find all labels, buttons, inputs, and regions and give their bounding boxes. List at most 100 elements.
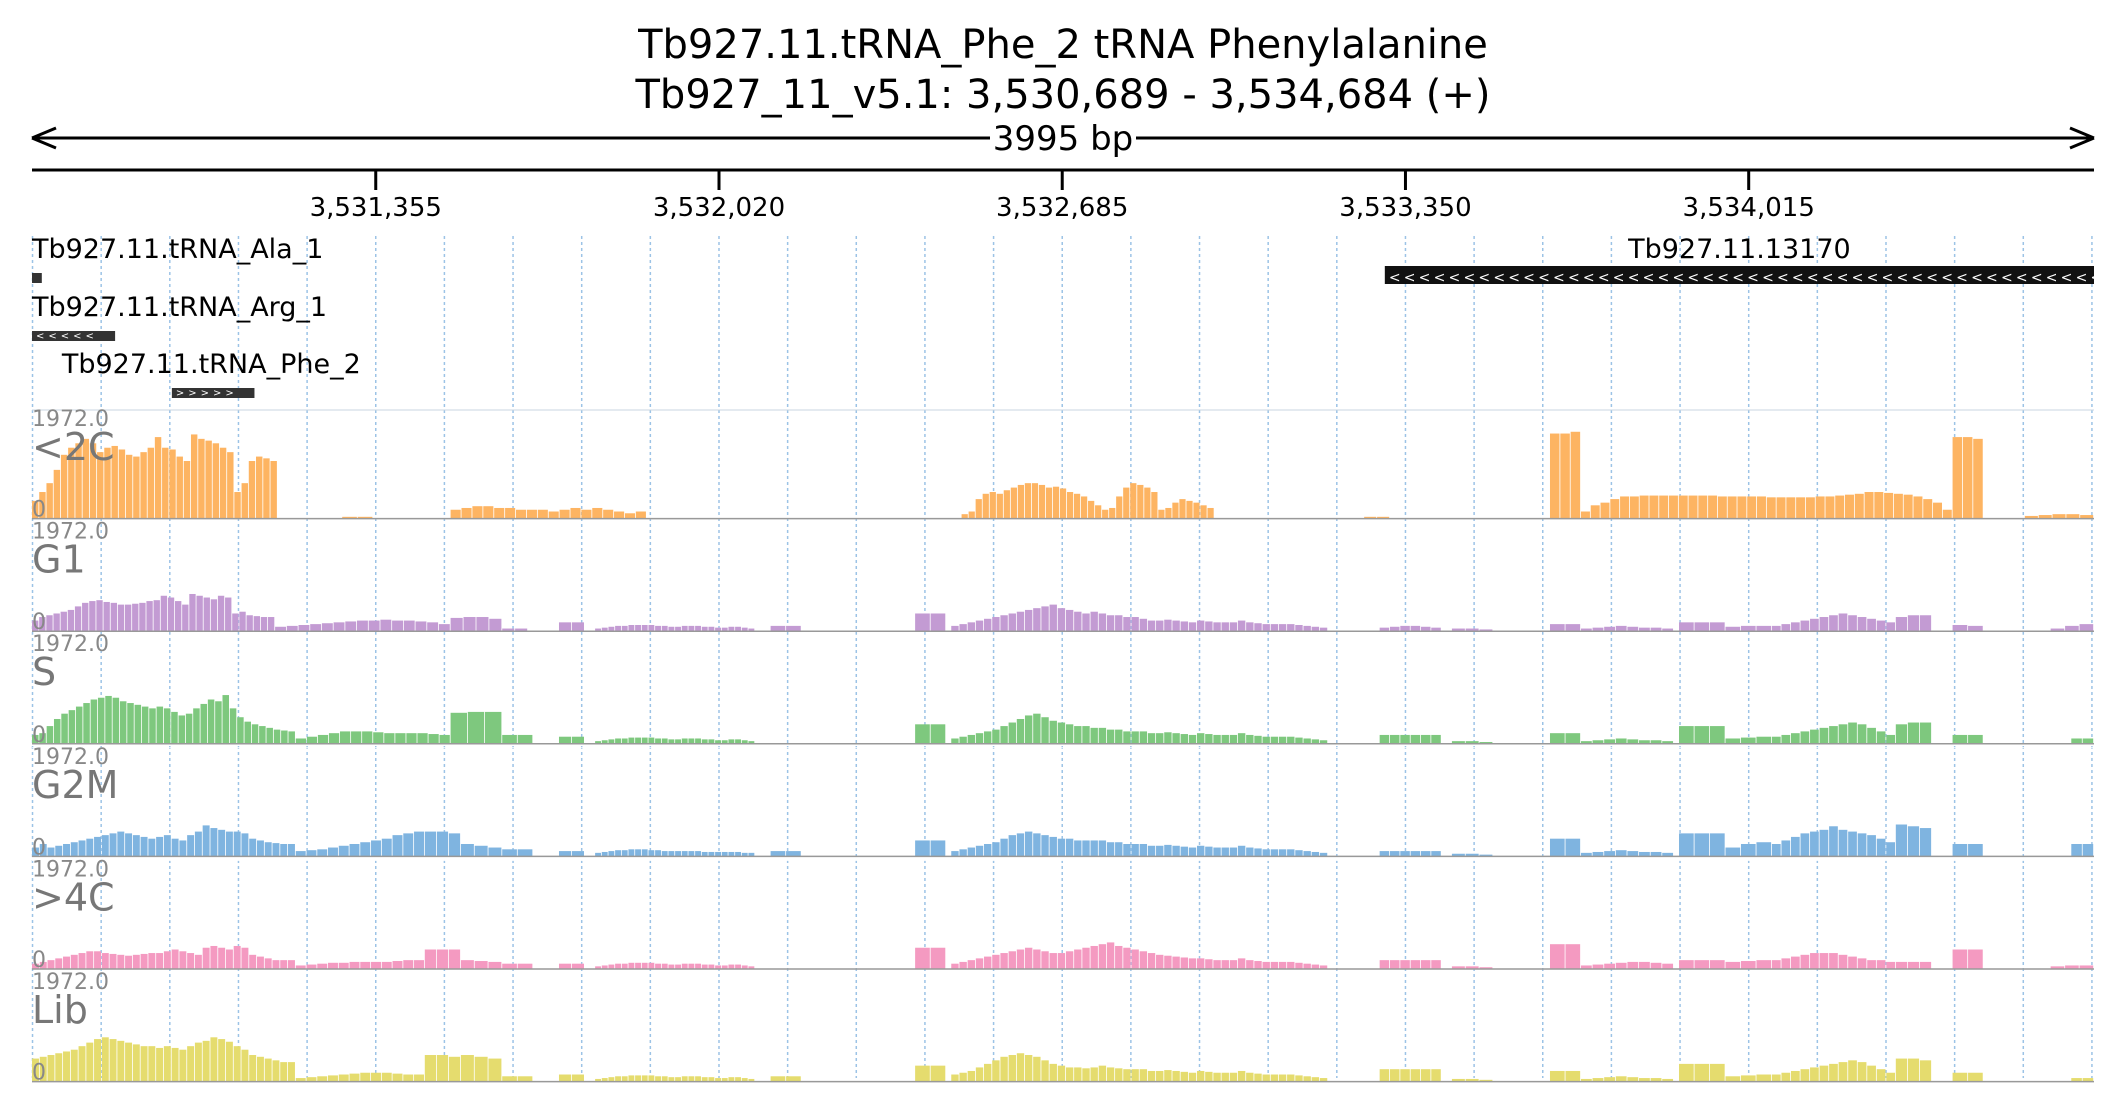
- coverage-bar: [1073, 493, 1081, 519]
- coverage-bar: [1221, 847, 1229, 857]
- coverage-bar: [381, 838, 392, 857]
- coverage-bar: [968, 511, 975, 519]
- coverage-bar: [349, 843, 360, 857]
- coverage-bar: [595, 966, 601, 969]
- coverage-bar: [655, 738, 661, 744]
- coverage-bar: [1278, 961, 1287, 969]
- coverage-bar: [109, 1039, 117, 1082]
- coverage-tracks: 1972.0<2C01972.0G101972.0S01972.0G2M0197…: [32, 407, 2094, 1086]
- coverage-bar: [1819, 829, 1829, 857]
- coverage-bar: [681, 738, 688, 744]
- coverage-bar: [403, 833, 414, 857]
- coverage-bar: [1410, 625, 1421, 632]
- coverage-bar: [1008, 1055, 1016, 1082]
- coverage-bar: [239, 611, 246, 632]
- coverage-bar: [1172, 956, 1180, 969]
- coverage-bar: [1003, 490, 1010, 519]
- coverage-bar: [1311, 964, 1320, 969]
- track-ymin-label: 0: [32, 948, 46, 973]
- coverage-bar: [1580, 741, 1592, 744]
- coverage-bar: [233, 831, 241, 857]
- coverage-bar: [1303, 851, 1311, 857]
- coverage-bar: [212, 443, 220, 519]
- coverage-bar: [281, 730, 288, 744]
- ruler-tick-label: 3,531,355: [310, 193, 442, 223]
- coverage-bar: [1857, 1062, 1867, 1082]
- coverage-bar: [55, 1053, 63, 1082]
- coverage-bar: [39, 492, 46, 519]
- coverage-bar: [1420, 734, 1431, 744]
- coverage-bar: [1205, 846, 1213, 857]
- coverage-bar: [601, 965, 608, 969]
- coverage-bar: [104, 447, 111, 519]
- coverage-bar: [1756, 1074, 1772, 1082]
- coverage-bar: [1000, 726, 1008, 744]
- coverage-bar: [1876, 620, 1886, 632]
- coverage-bar: [1479, 854, 1493, 857]
- coverage-bar: [728, 964, 735, 969]
- coverage-bar: [328, 847, 338, 857]
- coverage-bar: [1580, 965, 1592, 969]
- coverage-bar: [601, 851, 608, 857]
- coverage-bar: [1024, 831, 1033, 857]
- coverage-bar: [635, 962, 641, 969]
- track-name-label: S: [32, 650, 56, 694]
- coverage-bar: [1629, 496, 1639, 519]
- coverage-bar: [608, 626, 615, 632]
- coverage-bar: [1570, 431, 1581, 519]
- coverage-bar: [1740, 1075, 1756, 1082]
- coverage-bar: [101, 1037, 109, 1082]
- coverage-bar: [1213, 960, 1221, 969]
- coverage-bar: [140, 452, 147, 519]
- coverage-bar: [1604, 851, 1615, 857]
- coverage-bar: [1147, 1070, 1156, 1082]
- coverage-bar: [1278, 624, 1287, 632]
- coverage-bar: [1725, 738, 1741, 744]
- coverage-bar: [1045, 487, 1053, 519]
- coverage-bar: [595, 741, 601, 744]
- coverage-bar: [53, 718, 61, 744]
- coverage-bar: [233, 1046, 241, 1082]
- coverage-bar: [1549, 838, 1565, 857]
- coverage-bar: [1662, 963, 1674, 969]
- coverage-bar: [1560, 433, 1570, 519]
- coverage-bar: [984, 956, 992, 969]
- coverage-bar: [1610, 499, 1620, 519]
- coverage-bar: [1756, 625, 1772, 632]
- coverage-bar: [1200, 505, 1207, 519]
- coverage-bar: [1400, 734, 1410, 744]
- coverage-bar: [2065, 625, 2079, 632]
- coverage-bar: [1098, 727, 1107, 744]
- coverage-bar: [1041, 1060, 1049, 1082]
- coverage-bar: [515, 509, 527, 519]
- coverage-bar: [786, 1076, 801, 1082]
- coverage-bar: [237, 717, 244, 744]
- coverage-bar: [601, 1078, 608, 1082]
- coverage-bar: [661, 963, 668, 969]
- coverage-bar: [1180, 1071, 1188, 1082]
- coverage-bar: [55, 845, 63, 857]
- coverage-bar: [770, 625, 786, 632]
- coverage-bar: [189, 593, 196, 632]
- coverage-bar: [317, 963, 328, 969]
- coverage-bar: [1615, 962, 1627, 969]
- coverage-bar: [1431, 734, 1441, 744]
- coverage-bar: [1968, 843, 1983, 857]
- coverage-bar: [1848, 831, 1857, 857]
- coverage-bar: [275, 626, 287, 632]
- coverage-bar: [1205, 959, 1213, 969]
- coverage-bar: [1790, 956, 1800, 969]
- coverage-bar: [74, 606, 82, 632]
- track-ymax-label: 1972.0: [32, 970, 109, 995]
- coverage-bar: [489, 618, 502, 632]
- coverage-bar: [721, 740, 728, 744]
- coverage-bar: [110, 602, 118, 632]
- coverage-bar: [1246, 622, 1254, 632]
- coverage-bar: [97, 697, 105, 744]
- coverage-bar: [608, 851, 615, 857]
- coverage-bar: [1465, 853, 1479, 857]
- coverage-bar: [967, 622, 976, 632]
- coverage-bar: [1420, 1069, 1431, 1082]
- coverage-bar: [1082, 726, 1090, 744]
